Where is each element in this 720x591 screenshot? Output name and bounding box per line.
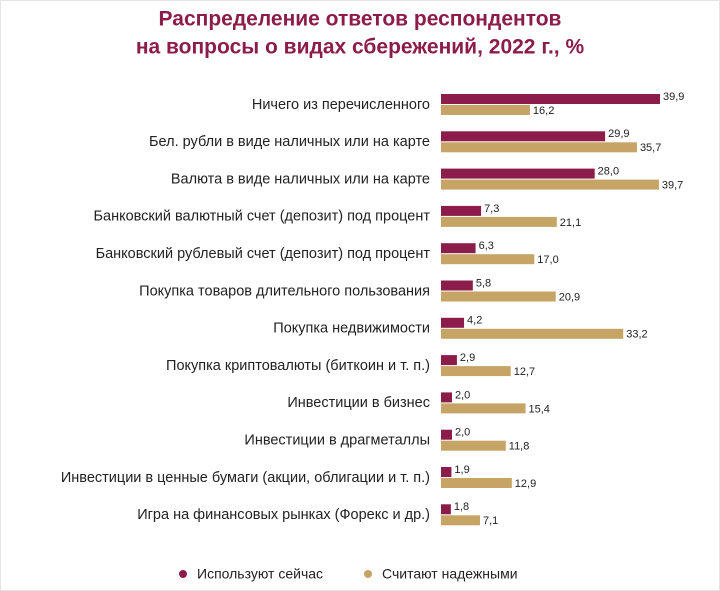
- bar: [441, 355, 457, 366]
- value-label: 39,7: [662, 180, 683, 192]
- value-label: 7,3: [484, 203, 499, 215]
- bar: [441, 243, 476, 254]
- bar: [441, 105, 530, 115]
- value-label: 20,9: [559, 291, 580, 303]
- category-label: Банковский валютный счет (депозит) под п…: [93, 209, 430, 225]
- bar: [441, 467, 452, 477]
- value-label: 5,8: [476, 277, 491, 289]
- value-label: 6,3: [479, 240, 494, 252]
- bar: [441, 142, 637, 153]
- value-label: 2,9: [460, 352, 475, 364]
- bar: [441, 216, 557, 227]
- bar: [441, 478, 512, 488]
- bar: [441, 254, 535, 265]
- bar: [441, 179, 659, 190]
- legend-marker: [364, 570, 372, 578]
- bar: [441, 440, 506, 451]
- value-label: 4,2: [467, 315, 482, 327]
- value-label: 28,0: [598, 166, 619, 178]
- value-label: 16,2: [533, 105, 554, 117]
- category-label: Валюта в виде наличных или на карте: [171, 171, 430, 187]
- value-label: 11,8: [509, 441, 530, 453]
- bar: [441, 168, 595, 179]
- category-label: Покупка криптовалюты (биткоин и т. п.): [166, 358, 430, 374]
- value-label: 35,7: [640, 142, 661, 154]
- legend-label: Используют сейчас: [197, 566, 323, 582]
- category-label: Инвестиции в драгметаллы: [244, 433, 430, 449]
- legend-label: Считают надежными: [382, 566, 518, 582]
- value-label: 33,2: [626, 329, 647, 341]
- bar: [441, 366, 511, 377]
- category-label: Игра на финансовых рынках (Форекс и др.): [137, 507, 430, 523]
- chart-title: Распределение ответов респондентов: [159, 8, 562, 31]
- value-label: 21,1: [560, 217, 581, 229]
- bar: [441, 280, 473, 291]
- category-label: Банковский рублевый счет (депозит) под п…: [96, 246, 431, 262]
- bar: [441, 403, 526, 414]
- bar: [441, 504, 451, 515]
- value-label: 15,4: [529, 403, 550, 415]
- category-label: Инвестиции в бизнес: [287, 395, 430, 411]
- bar: [441, 392, 452, 403]
- category-label: Ничего из перечисленного: [252, 97, 430, 113]
- bar: [441, 328, 624, 339]
- legend-marker: [179, 570, 187, 578]
- bar: [441, 94, 660, 104]
- value-label: 2,0: [455, 389, 470, 401]
- value-label: 17,0: [537, 254, 558, 266]
- bar: [441, 291, 556, 302]
- category-label: Покупка товаров длительного пользования: [139, 283, 430, 299]
- value-label: 1,9: [454, 464, 469, 476]
- category-label: Бел. рубли в виде наличных или на карте: [149, 134, 430, 150]
- bar: [441, 429, 452, 440]
- category-label: Покупка недвижимости: [273, 321, 430, 337]
- bar: [441, 317, 465, 328]
- value-label: 7,1: [483, 515, 498, 527]
- value-label: 39,9: [663, 91, 684, 103]
- value-label: 29,9: [608, 128, 629, 140]
- value-label: 12,7: [514, 366, 535, 378]
- bar: [441, 515, 480, 526]
- value-label: 12,9: [515, 478, 536, 490]
- value-label: 2,0: [455, 427, 470, 439]
- bar: [441, 205, 482, 216]
- category-label: Инвестиции в ценные бумаги (акции, облиг…: [61, 470, 430, 486]
- value-label: 1,8: [454, 501, 469, 513]
- chart-title: на вопросы о видах сбережений, 2022 г., …: [136, 36, 585, 59]
- bar: [441, 131, 606, 142]
